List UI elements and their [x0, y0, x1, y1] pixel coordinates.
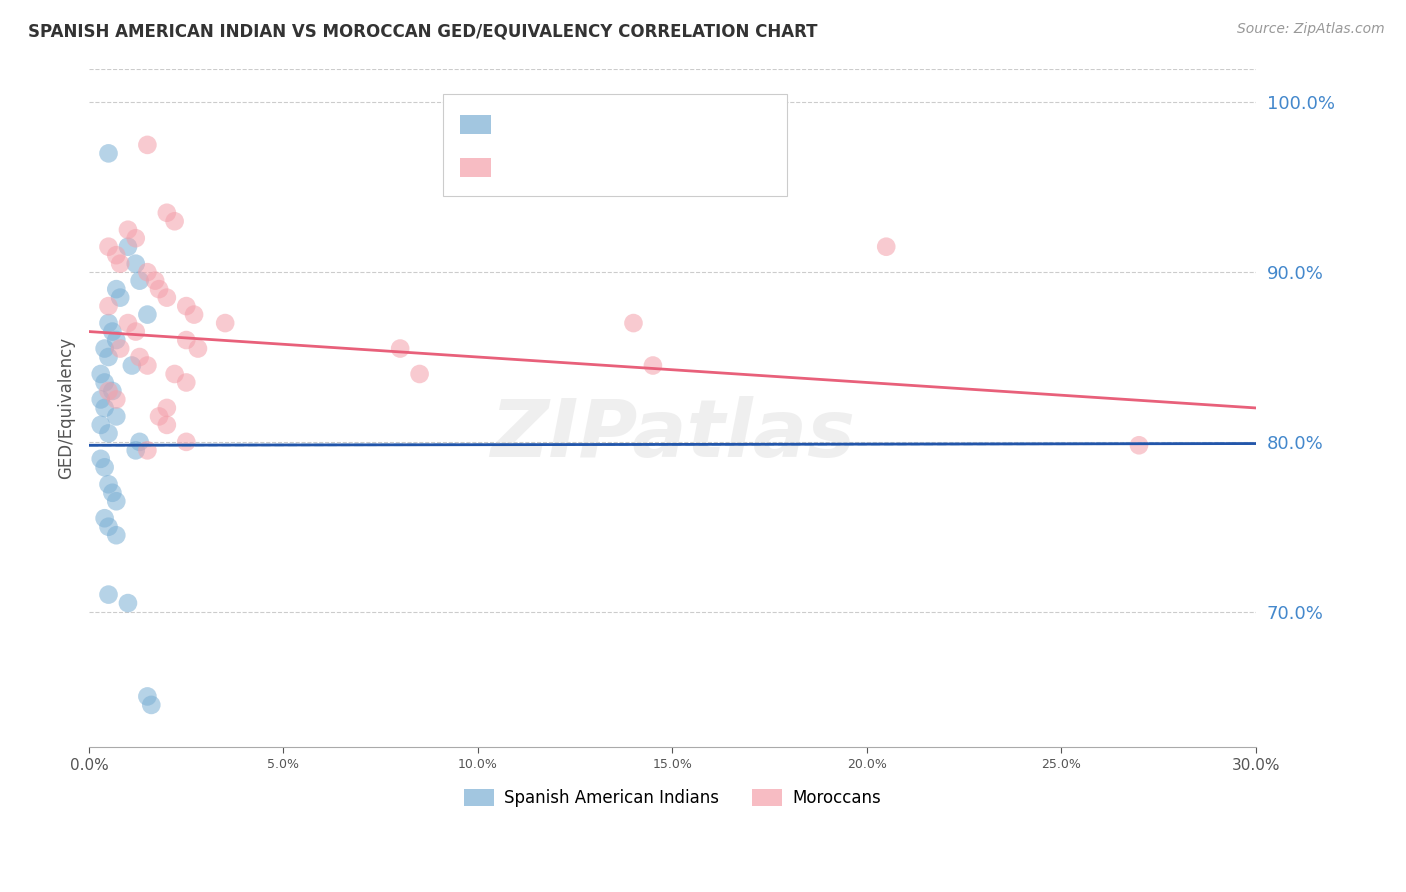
- Point: [97, 588, 120, 602]
- Point: [174, 376, 197, 390]
- Text: 38: 38: [659, 159, 685, 177]
- Point: [97, 426, 120, 441]
- Point: [97, 299, 120, 313]
- Point: [143, 274, 166, 288]
- Point: [156, 401, 179, 415]
- Point: [108, 342, 131, 356]
- Point: [93, 376, 115, 390]
- Point: [187, 342, 209, 356]
- Point: [108, 291, 131, 305]
- Point: [136, 359, 159, 373]
- Point: [97, 384, 120, 398]
- Point: [90, 392, 112, 407]
- Point: [156, 417, 179, 432]
- Text: N =: N =: [607, 159, 659, 177]
- Point: [163, 367, 186, 381]
- Point: [93, 342, 115, 356]
- Point: [90, 367, 112, 381]
- Point: [93, 401, 115, 415]
- Point: [136, 690, 159, 704]
- Point: [156, 291, 179, 305]
- Point: [408, 367, 430, 381]
- Text: N =: N =: [607, 115, 659, 134]
- Legend: Spanish American Indians, Moroccans: Spanish American Indians, Moroccans: [457, 782, 887, 814]
- Point: [117, 316, 139, 330]
- Point: [623, 316, 645, 330]
- Point: [121, 359, 143, 373]
- Text: R =: R =: [502, 115, 541, 134]
- Text: R =: R =: [502, 159, 541, 177]
- Point: [101, 384, 124, 398]
- Y-axis label: GED/Equivalency: GED/Equivalency: [58, 337, 75, 479]
- Point: [93, 460, 115, 475]
- Point: [97, 519, 120, 533]
- Point: [141, 698, 163, 712]
- Point: [156, 206, 179, 220]
- Point: [183, 308, 205, 322]
- Point: [875, 240, 897, 254]
- Point: [136, 137, 159, 152]
- Point: [90, 451, 112, 466]
- Text: Source: ZipAtlas.com: Source: ZipAtlas.com: [1237, 22, 1385, 37]
- Point: [105, 248, 128, 262]
- Point: [125, 231, 148, 245]
- Point: [97, 350, 120, 364]
- Point: [105, 409, 128, 424]
- Text: 0.004: 0.004: [544, 115, 607, 134]
- Point: [93, 511, 115, 525]
- Point: [105, 528, 128, 542]
- Point: [641, 359, 664, 373]
- Point: [105, 494, 128, 508]
- Point: [389, 342, 412, 356]
- Point: [214, 316, 236, 330]
- Point: [105, 282, 128, 296]
- Point: [125, 257, 148, 271]
- Point: [97, 477, 120, 491]
- Point: [117, 223, 139, 237]
- Point: [105, 392, 128, 407]
- Text: SPANISH AMERICAN INDIAN VS MOROCCAN GED/EQUIVALENCY CORRELATION CHART: SPANISH AMERICAN INDIAN VS MOROCCAN GED/…: [28, 22, 818, 40]
- Point: [174, 434, 197, 449]
- Text: ZIPatlas: ZIPatlas: [489, 396, 855, 474]
- Point: [136, 308, 159, 322]
- Point: [174, 299, 197, 313]
- Point: [97, 240, 120, 254]
- Point: [174, 333, 197, 347]
- Point: [125, 325, 148, 339]
- Point: [136, 443, 159, 458]
- Point: [136, 265, 159, 279]
- Point: [101, 485, 124, 500]
- Point: [101, 325, 124, 339]
- Point: [128, 434, 150, 449]
- Point: [108, 257, 131, 271]
- Text: -0.246: -0.246: [544, 159, 609, 177]
- Text: 34: 34: [659, 115, 685, 134]
- Point: [105, 333, 128, 347]
- Point: [90, 417, 112, 432]
- Point: [163, 214, 186, 228]
- Point: [128, 350, 150, 364]
- Point: [117, 596, 139, 610]
- Point: [1128, 438, 1150, 452]
- Point: [97, 316, 120, 330]
- Point: [117, 240, 139, 254]
- Point: [128, 274, 150, 288]
- Point: [148, 282, 170, 296]
- Point: [148, 409, 170, 424]
- Point: [97, 146, 120, 161]
- Point: [125, 443, 148, 458]
